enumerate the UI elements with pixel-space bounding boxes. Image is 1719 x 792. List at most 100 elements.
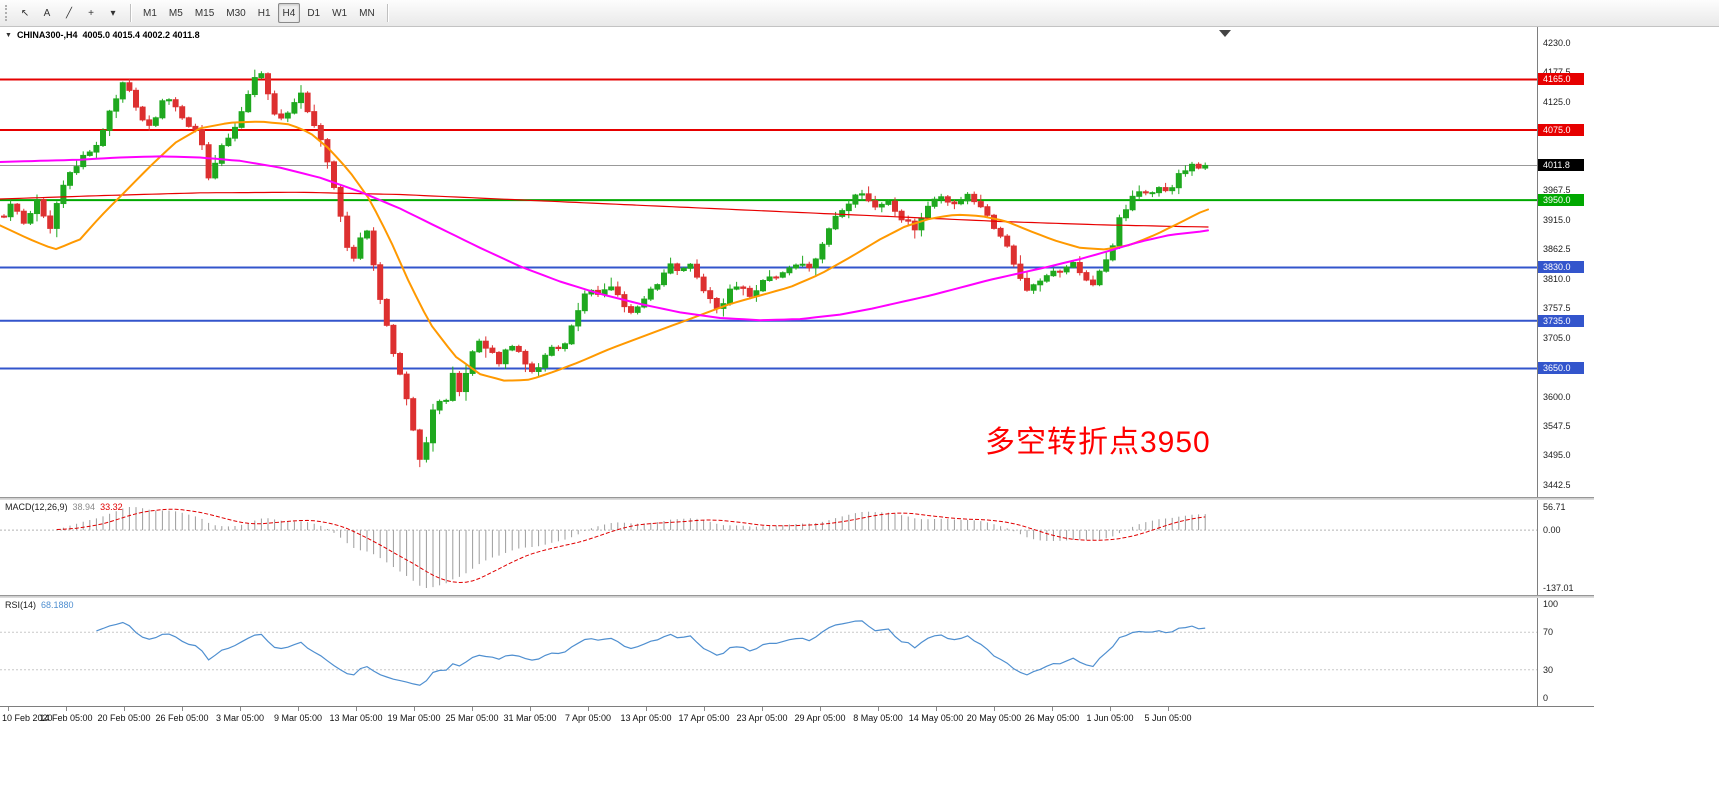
price-axis-tick: 3967.5 bbox=[1543, 185, 1571, 196]
rsi-chart[interactable] bbox=[0, 598, 1592, 706]
time-axis-tick bbox=[1052, 707, 1053, 711]
candlestick-chart[interactable] bbox=[0, 27, 1592, 497]
price-axis-tick: 4177.5 bbox=[1543, 67, 1571, 78]
rsi-axis-tick: 30 bbox=[1543, 664, 1554, 675]
timeframe-h4[interactable]: H4 bbox=[277, 3, 301, 23]
time-axis-label: 14 Feb 05:00 bbox=[39, 713, 93, 723]
macd-axis-tick: 0.00 bbox=[1543, 525, 1561, 536]
time-axis-label: 8 May 05:00 bbox=[853, 713, 903, 723]
chart-window: ▼ CHINA300-,H4 4005.0 4015.4 4002.2 4011… bbox=[0, 27, 1594, 729]
time-axis-label: 10 Feb 2020 bbox=[2, 713, 53, 723]
timeframe-w1[interactable]: W1 bbox=[332, 7, 348, 19]
time-axis-label: 17 Apr 05:00 bbox=[678, 713, 730, 723]
rsi-axis-tick: 70 bbox=[1543, 627, 1554, 638]
time-axis-tick bbox=[878, 707, 879, 711]
time-axis-label: 20 May 05:00 bbox=[966, 713, 1022, 723]
macd-axis-tick: -137.01 bbox=[1543, 583, 1574, 593]
rsi-label: RSI(14) 68.1880 bbox=[5, 600, 74, 610]
time-axis-tick bbox=[8, 707, 9, 711]
timeframe-h1[interactable]: H1 bbox=[257, 7, 271, 19]
chart-annotation[interactable]: 多空转折点3950 bbox=[985, 426, 1211, 459]
price-axis-tick: 4230.0 bbox=[1543, 37, 1571, 48]
text-tool[interactable]: A bbox=[43, 7, 51, 19]
time-axis-tick bbox=[66, 707, 67, 711]
time-axis-label: 26 May 05:00 bbox=[1024, 713, 1080, 723]
time-axis-tick bbox=[820, 707, 821, 711]
draw-tools-dropdown[interactable]: ▾ bbox=[110, 7, 116, 19]
price-level-badge: 4075.0 bbox=[1538, 123, 1584, 136]
price-axis[interactable]: 4230.0 4177.5 4125.0 3967.5 3915.0 3862.5 3810… bbox=[1537, 27, 1594, 497]
price-axis-tick: 3600.0 bbox=[1543, 391, 1571, 402]
timeframe-m1[interactable]: M1 bbox=[143, 7, 157, 19]
price-axis-tick: 3810.0 bbox=[1543, 273, 1571, 284]
time-axis[interactable]: 10 Feb 2020 14 Feb 05:00 20 Feb 05:00 26 Fe… bbox=[0, 706, 1594, 729]
rsi-panel: RSI(14) 68.1880 100 70 30 0 bbox=[0, 598, 1594, 706]
price-level-badge: 3830.0 bbox=[1538, 261, 1584, 274]
price-panel: ▼ CHINA300-,H4 4005.0 4015.4 4002.2 4011… bbox=[0, 27, 1594, 497]
cursor-tool[interactable]: ↖ bbox=[20, 7, 30, 19]
price-axis-tick: 4125.0 bbox=[1543, 96, 1571, 107]
toolbar-drag-handle[interactable] bbox=[5, 5, 9, 21]
timeframe-mn[interactable]: MN bbox=[359, 7, 375, 19]
rsi-axis-tick: 100 bbox=[1543, 599, 1559, 609]
timeframe-m15[interactable]: M15 bbox=[194, 7, 215, 19]
toolbar: ↖ A ╱ + ▾ M1 M5 M15 M30 H1 H4 D1 W1 MN bbox=[0, 0, 1719, 27]
symbol-label: CHINA300-,H4 bbox=[16, 30, 78, 40]
panel-splitter[interactable] bbox=[0, 595, 1594, 598]
time-axis-tick bbox=[1168, 707, 1169, 711]
macd-label: MACD(12,26,9) 38.94 33.32 bbox=[5, 502, 123, 512]
time-axis-tick bbox=[588, 707, 589, 711]
timeframe-group: M1 M5 M15 M30 H1 H4 D1 W1 MN bbox=[138, 3, 380, 23]
price-axis-tick: 3547.5 bbox=[1543, 421, 1571, 431]
time-axis-label: 31 Mar 05:00 bbox=[503, 713, 557, 723]
price-level-badge: 3950.0 bbox=[1538, 194, 1584, 207]
time-axis-label: 5 Jun 05:00 bbox=[1144, 713, 1192, 723]
timeframe-m5[interactable]: M5 bbox=[168, 7, 183, 19]
time-axis-label: 13 Mar 05:00 bbox=[329, 713, 383, 723]
price-level-badge: 3735.0 bbox=[1538, 314, 1584, 327]
macd-panel: MACD(12,26,9) 38.94 33.32 56.71 0.00 -137.… bbox=[0, 500, 1594, 595]
time-axis-tick bbox=[240, 707, 241, 711]
toolbar-separator bbox=[386, 4, 388, 22]
rsi-title: RSI(14) bbox=[5, 600, 37, 610]
time-axis-tick bbox=[646, 707, 647, 711]
time-axis-tick bbox=[356, 707, 357, 711]
time-axis-label: 9 Mar 05:00 bbox=[273, 713, 323, 723]
macd-axis-tick: 56.71 bbox=[1543, 502, 1566, 512]
rsi-value: 68.1880 bbox=[41, 600, 74, 610]
macd-title: MACD(12,26,9) bbox=[5, 502, 68, 512]
toolbar-separator bbox=[130, 4, 131, 22]
time-axis-tick bbox=[762, 707, 763, 711]
rsi-axis[interactable]: 100 70 30 0 bbox=[1537, 598, 1594, 706]
price-level-badge: 4011.8 bbox=[1538, 159, 1584, 172]
time-axis-tick bbox=[298, 707, 299, 711]
trendline-tool[interactable]: ╱ bbox=[65, 7, 73, 19]
price-level-badge: 3650.0 bbox=[1538, 362, 1584, 375]
time-axis-label: 7 Apr 05:00 bbox=[564, 713, 612, 723]
time-axis-tick bbox=[182, 707, 183, 711]
time-axis-label: 25 Mar 05:00 bbox=[445, 713, 499, 723]
time-axis-tick bbox=[472, 707, 473, 711]
symbol-header: ▼ CHINA300-,H4 4005.0 4015.4 4002.2 4011… bbox=[5, 30, 200, 40]
rsi-axis-tick: 0 bbox=[1543, 693, 1549, 703]
collapse-icon[interactable]: ▼ bbox=[5, 31, 12, 39]
time-axis-tick bbox=[530, 707, 531, 711]
time-axis-label: 23 Apr 05:00 bbox=[736, 713, 788, 723]
macd-value-signal: 33.32 bbox=[100, 502, 123, 512]
price-level-badge: 4165.0 bbox=[1538, 73, 1584, 86]
chart-shift-marker bbox=[1219, 30, 1231, 37]
timeframe-d1[interactable]: D1 bbox=[307, 7, 321, 19]
macd-value-main: 38.94 bbox=[72, 502, 96, 512]
time-axis-label: 29 Apr 05:00 bbox=[794, 713, 846, 723]
crosshair-tool[interactable]: + bbox=[88, 7, 94, 19]
time-axis-tick bbox=[704, 707, 705, 711]
time-axis-label: 13 Apr 05:00 bbox=[620, 713, 672, 723]
time-axis-tick bbox=[994, 707, 995, 711]
price-axis-tick: 3495.0 bbox=[1543, 450, 1571, 461]
price-axis-tick: 3757.5 bbox=[1543, 303, 1571, 314]
time-axis-label: 26 Feb 05:00 bbox=[155, 713, 209, 723]
panel-splitter[interactable] bbox=[0, 497, 1594, 500]
timeframe-m30[interactable]: M30 bbox=[226, 7, 246, 19]
macd-chart[interactable] bbox=[0, 500, 1592, 595]
macd-axis[interactable]: 56.71 0.00 -137.01 bbox=[1537, 500, 1594, 595]
